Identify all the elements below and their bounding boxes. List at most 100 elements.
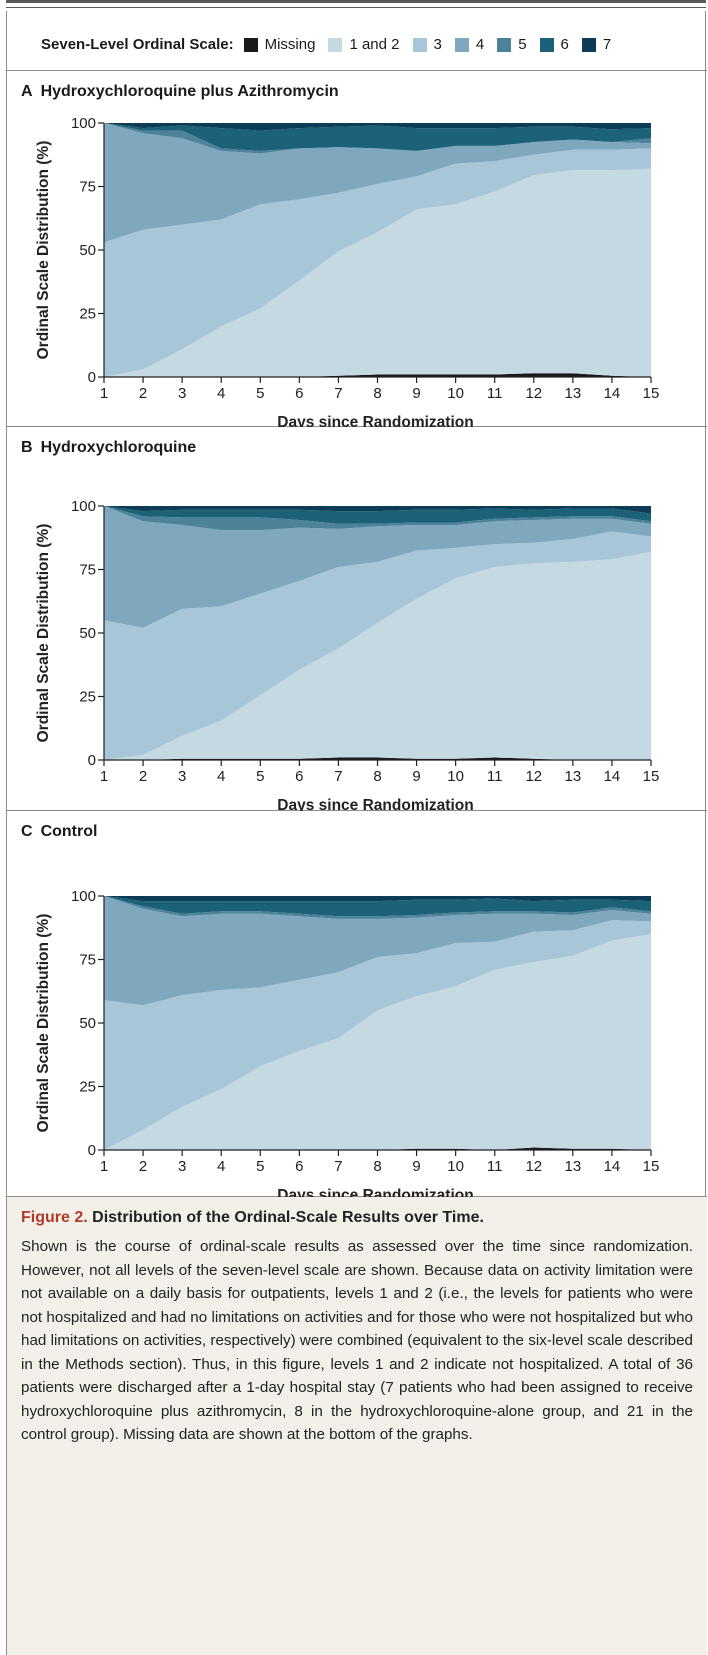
area-4 bbox=[104, 123, 651, 243]
area-4 bbox=[104, 506, 651, 628]
area-6 bbox=[104, 896, 651, 917]
x-tick-label: 13 bbox=[565, 385, 582, 402]
x-tick-label: 11 bbox=[487, 385, 503, 402]
y-tick-label: 50 bbox=[79, 625, 96, 642]
x-tick-label: 12 bbox=[525, 768, 542, 785]
legend-item-5: 5 bbox=[497, 36, 527, 53]
x-tick-label: 5 bbox=[256, 768, 264, 785]
area-1-and-2 bbox=[104, 168, 651, 377]
y-tick-label: 100 bbox=[71, 498, 96, 515]
x-tick-label: 14 bbox=[604, 1158, 621, 1175]
figure-body: Seven-Level Ordinal Scale: Missing 1 and… bbox=[6, 11, 707, 1655]
x-tick-label: 3 bbox=[178, 385, 186, 402]
x-tick-label: 2 bbox=[139, 385, 147, 402]
y-tick-label: 50 bbox=[79, 242, 96, 259]
legend-label: Missing bbox=[264, 36, 316, 53]
x-tick-label: 9 bbox=[412, 385, 420, 402]
x-tick-label: 10 bbox=[447, 385, 464, 402]
x-tick-label: 9 bbox=[412, 768, 420, 785]
area-1-and-2 bbox=[104, 551, 651, 760]
legend: Seven-Level Ordinal Scale: Missing 1 and… bbox=[7, 19, 707, 71]
legend-item-4: 4 bbox=[454, 36, 484, 53]
x-tick-label: 11 bbox=[487, 1158, 503, 1175]
x-tick-label: 2 bbox=[139, 768, 147, 785]
y-tick-label: 50 bbox=[79, 1015, 96, 1032]
x-tick-label: 15 bbox=[643, 768, 660, 785]
legend-swatch bbox=[412, 37, 427, 52]
x-tick-label: 4 bbox=[217, 768, 225, 785]
x-tick-label: 2 bbox=[139, 1158, 147, 1175]
y-axis-label: Ordinal Scale Distribution (%) bbox=[35, 524, 52, 743]
x-tick-label: 7 bbox=[334, 768, 342, 785]
legend-swatch bbox=[454, 37, 469, 52]
legend-swatch bbox=[497, 37, 512, 52]
legend-label: 1 and 2 bbox=[349, 36, 400, 53]
legend-label: 3 bbox=[433, 36, 442, 53]
panel-name: Hydroxychloroquine bbox=[40, 439, 197, 456]
legend-swatch bbox=[539, 37, 554, 52]
caption-fig-label: Figure 2. bbox=[21, 1209, 88, 1226]
legend-label: 5 bbox=[518, 36, 527, 53]
panel-title: A Hydroxychloroquine plus Azithromycin bbox=[21, 83, 339, 101]
area-3 bbox=[104, 148, 651, 377]
panel-title: C Control bbox=[21, 823, 97, 841]
x-tick-label: 3 bbox=[178, 768, 186, 785]
legend-swatch bbox=[581, 37, 596, 52]
y-tick-label: 100 bbox=[71, 115, 96, 132]
x-tick-label: 3 bbox=[178, 1158, 186, 1175]
area-3 bbox=[104, 531, 651, 760]
y-axis-label: Ordinal Scale Distribution (%) bbox=[35, 141, 52, 360]
panel-letter: A bbox=[21, 83, 33, 100]
x-tick-label: 1 bbox=[100, 768, 108, 785]
panel-b: B Hydroxychloroquine 0 25 50 75 100 1 2 3 4 5 6 7 8 9 1… bbox=[7, 427, 707, 811]
x-tick-label: 6 bbox=[295, 1158, 303, 1175]
x-tick-label: 4 bbox=[217, 385, 225, 402]
legend-label: 7 bbox=[602, 36, 612, 53]
x-tick-label: 8 bbox=[373, 385, 381, 402]
y-tick-label: 25 bbox=[79, 689, 96, 706]
x-tick-label: 10 bbox=[447, 1158, 464, 1175]
area-missing bbox=[104, 373, 651, 377]
panel-c: C Control 0 25 50 75 100 1 2 3 4 5 6 7 8 9 10 11 12 13 14 15… bbox=[7, 811, 707, 1197]
panel-name: Control bbox=[40, 823, 98, 840]
x-tick-label: 8 bbox=[373, 1158, 381, 1175]
x-axis-label: Days since Randomization bbox=[277, 414, 473, 427]
area-3 bbox=[104, 920, 651, 1150]
y-tick-label: 0 bbox=[88, 1142, 96, 1159]
legend-item-3: 3 bbox=[412, 36, 442, 53]
x-tick-label: 14 bbox=[604, 385, 621, 402]
x-tick-label: 1 bbox=[100, 1158, 108, 1175]
area-7 bbox=[104, 506, 651, 514]
legend-title: Seven-Level Ordinal Scale: bbox=[41, 36, 234, 53]
area-5 bbox=[104, 506, 651, 531]
x-tick-label: 1 bbox=[100, 385, 108, 402]
y-tick-label: 75 bbox=[79, 952, 96, 969]
area-missing bbox=[104, 757, 651, 760]
x-tick-label: 7 bbox=[334, 385, 342, 402]
y-tick-label: 0 bbox=[88, 752, 96, 769]
figure-frame: Seven-Level Ordinal Scale: Missing 1 and… bbox=[6, 0, 707, 1655]
legend-item-1-and-2: 1 and 2 bbox=[328, 36, 400, 53]
panel-letter: C bbox=[21, 823, 33, 840]
x-tick-label: 8 bbox=[373, 768, 381, 785]
area-6 bbox=[104, 506, 651, 524]
y-tick-label: 25 bbox=[79, 306, 96, 323]
y-tick-label: 75 bbox=[79, 179, 96, 196]
x-tick-label: 7 bbox=[334, 1158, 342, 1175]
legend-label: 6 bbox=[560, 36, 569, 53]
legend-item-missing: Missing bbox=[243, 36, 316, 53]
panel-name: Hydroxychloroquine plus Azithromycin bbox=[40, 83, 339, 100]
x-tick-label: 4 bbox=[217, 1158, 225, 1175]
x-tick-label: 9 bbox=[412, 1158, 420, 1175]
x-tick-label: 5 bbox=[256, 1158, 264, 1175]
area-7 bbox=[104, 123, 651, 131]
panel-letter: B bbox=[21, 439, 33, 456]
x-tick-label: 10 bbox=[447, 768, 464, 785]
x-tick-label: 15 bbox=[643, 385, 660, 402]
x-tick-label: 15 bbox=[643, 1158, 660, 1175]
x-axis-label: Days since Randomization bbox=[277, 1187, 473, 1197]
panel-title: B Hydroxychloroquine bbox=[21, 439, 196, 457]
